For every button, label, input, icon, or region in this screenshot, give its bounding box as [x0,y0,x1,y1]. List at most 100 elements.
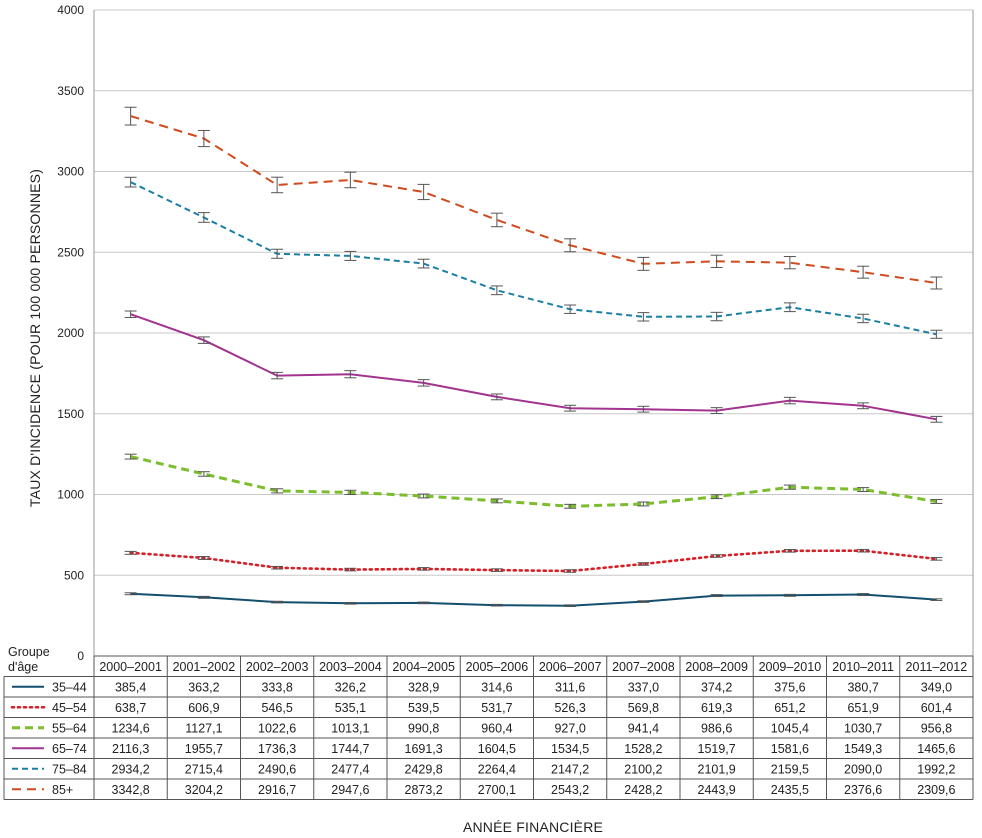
data-label-65–74-2: 1736,3 [258,742,296,756]
series-65–74 [124,310,943,423]
data-label-75–84-4: 2429,8 [405,762,443,776]
data-label-55–64-8: 986,6 [701,721,732,735]
y-tick-label-5: 2500 [57,245,84,259]
x-tick-label-8: 2008–2009 [685,660,748,674]
x-tick-label-9: 2009–2010 [759,660,822,674]
data-label-85+-0: 3342,8 [112,783,150,797]
x-tick-label-2: 2002–2003 [246,660,309,674]
data-label-35–44-2: 333,8 [261,680,292,694]
x-tick-label-5: 2005–2006 [466,660,529,674]
data-label-75–84-2: 2490,6 [258,762,296,776]
legend-label-85+: 85+ [52,783,73,797]
data-label-75–84-3: 2477,4 [331,762,369,776]
data-label-75–84-5: 2264,4 [478,762,516,776]
chart-gridlines [93,9,974,657]
x-tick-label-10: 2010–2011 [832,660,894,674]
data-label-45–54-10: 651,9 [847,701,878,715]
data-table: Groupe d'âge 2000–2001 2001–2002 2002–2003… [3,645,974,800]
legend-label-65–74: 65–74 [52,742,87,756]
data-label-65–74-6: 1534,5 [551,742,589,756]
data-label-75–84-7: 2100,2 [624,762,662,776]
data-label-65–74-4: 1691,3 [405,742,443,756]
data-label-75–84-8: 2101,9 [698,762,736,776]
series-45–54 [124,548,943,573]
data-label-85+-3: 2947,6 [331,783,369,797]
data-label-65–74-10: 1549,3 [844,742,882,756]
data-label-45–54-7: 569,8 [628,701,659,715]
data-label-75–84-6: 2147,2 [551,762,589,776]
y-tick-label-0: 0 [77,649,84,663]
y-tick-label-8: 4000 [57,3,84,17]
legend-label-55–64: 55–64 [52,721,87,735]
y-tick-label-4: 2000 [57,326,84,340]
data-label-85+-9: 2435,5 [771,783,809,797]
legend-label-35–44: 35–44 [52,680,87,694]
series-55–64 [124,453,943,509]
data-label-55–64-1: 1127,1 [185,721,222,735]
data-label-85+-8: 2443,9 [698,783,736,797]
x-tick-label-6: 2006–2007 [539,660,602,674]
data-label-55–64-4: 990,8 [408,721,439,735]
data-label-55–64-5: 960,4 [481,721,512,735]
y-tick-label-3: 1500 [57,407,84,421]
y-axis-title: TAUX D'INCIDENCE (POUR 100 000 PERSONNES… [27,169,43,507]
legend-label-45–54: 45–54 [52,701,87,715]
data-label-35–44-4: 328,9 [408,680,439,694]
data-label-45–54-3: 535,1 [335,701,366,715]
data-label-45–54-8: 619,3 [701,701,732,715]
data-label-45–54-1: 606,9 [188,701,219,715]
data-label-75–84-11: 1992,2 [917,762,955,776]
data-label-35–44-10: 380,7 [847,680,878,694]
data-label-35–44-11: 349,0 [921,680,952,694]
data-label-45–54-4: 539,5 [408,701,439,715]
series-line-85+ [130,115,937,284]
y-tick-label-7: 3500 [57,84,84,98]
data-label-85+-6: 2543,2 [551,783,589,797]
data-label-65–74-7: 1528,2 [624,742,662,756]
y-tick-label-2: 1000 [57,488,84,502]
data-label-65–74-9: 1581,6 [771,742,809,756]
data-label-35–44-3: 326,2 [335,680,366,694]
data-label-65–74-11: 1465,6 [917,742,955,756]
data-label-65–74-1: 1955,7 [185,742,223,756]
data-label-45–54-5: 531,7 [481,701,512,715]
plot-area [124,106,943,607]
y-tick-label-1: 500 [64,568,84,582]
data-label-35–44-1: 363,2 [188,680,219,694]
y-axis-ticks: 0 500 1000 1500 2000 2500 3000 3500 4000 [57,3,84,663]
x-tick-label-3: 2003–2004 [319,660,382,674]
legend-header-line2: d'âge [8,660,38,674]
series-35–44 [124,592,943,607]
data-label-65–74-8: 1519,7 [698,742,736,756]
data-label-65–74-3: 1744,7 [331,742,369,756]
data-label-65–74-5: 1604,5 [478,742,516,756]
data-label-85+-11: 2309,6 [917,783,955,797]
data-label-45–54-0: 638,7 [115,701,146,715]
data-label-35–44-0: 385,4 [115,680,146,694]
legend-label-75–84: 75–84 [52,762,87,776]
x-tick-label-7: 2007–2008 [612,660,675,674]
series-line-45–54 [129,549,938,573]
data-label-55–64-10: 1030,7 [844,721,882,735]
series-85+ [124,106,943,290]
data-label-85+-4: 2873,2 [405,783,443,797]
data-label-35–44-8: 374,2 [701,680,732,694]
data-label-55–64-11: 956,8 [921,721,952,735]
data-label-85+-7: 2428,2 [624,783,662,797]
data-label-85+-10: 2376,6 [844,783,882,797]
data-label-75–84-9: 2159,5 [771,762,809,776]
data-label-45–54-6: 526,3 [554,701,585,715]
data-label-85+-5: 2700,1 [478,783,516,797]
data-label-45–54-2: 546,5 [261,701,292,715]
series-line-35–44 [130,592,937,607]
data-label-55–64-2: 1022,6 [258,721,296,735]
data-label-55–64-0: 1234,6 [112,721,150,735]
data-label-55–64-6: 927,0 [554,721,585,735]
data-label-75–84-1: 2715,4 [185,762,223,776]
series-line-65–74 [130,313,937,421]
data-label-85+-1: 3204,2 [185,783,223,797]
data-label-75–84-10: 2090,0 [844,762,882,776]
data-label-45–54-11: 601,4 [921,701,952,715]
x-tick-label-4: 2004–2005 [392,660,455,674]
